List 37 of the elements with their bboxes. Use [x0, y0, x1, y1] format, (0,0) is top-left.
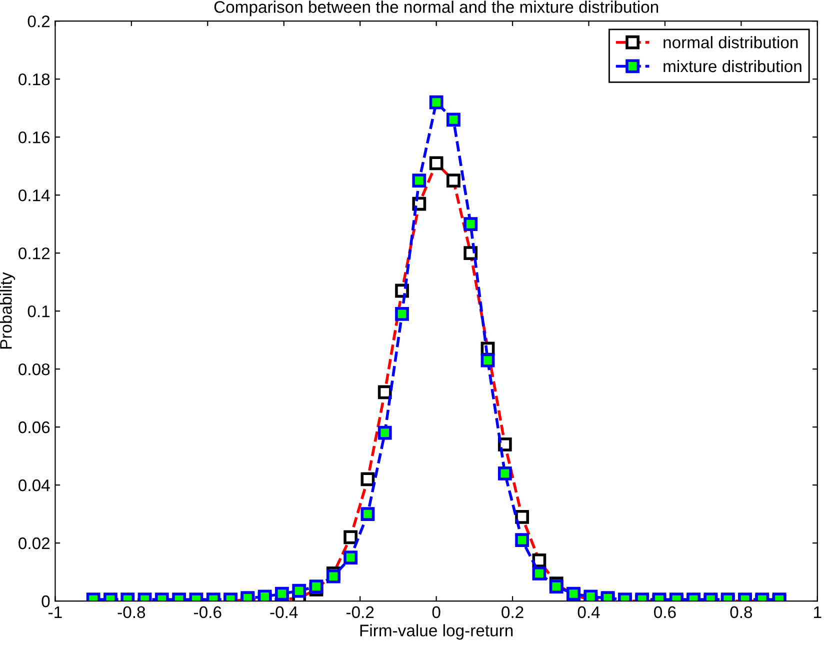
point [480, 353, 495, 368]
x-tick-label: 1 [814, 606, 822, 618]
x-tick-label: -0.4 [270, 606, 298, 618]
point [446, 112, 460, 127]
y-tick-label: 0 [42, 595, 50, 608]
x-tick-label: -1 [48, 606, 62, 618]
chart-title: Comparison between the normal and the mixture distribution [214, 0, 658, 16]
legend-label: normal distribution [664, 36, 798, 48]
x-tick-label: 0.2 [502, 606, 524, 618]
y-tick-label: 0.18 [18, 73, 50, 86]
x-tick-label: -0.8 [118, 606, 146, 618]
y-tick-label: 0.06 [18, 421, 50, 434]
x-tick-label: -0.2 [346, 606, 374, 618]
x-axis-title: Firm-value log-return [360, 624, 513, 640]
y-axis-title: Probability [0, 272, 16, 349]
y-tick-label: 0.2 [28, 15, 50, 28]
y-tick-label: 0.12 [18, 247, 50, 260]
point [584, 590, 598, 602]
x-tick-label: 0.8 [730, 606, 752, 618]
point [395, 307, 409, 321]
y-tick-label: 0.02 [18, 537, 50, 550]
y-tick-label: 0.04 [18, 479, 50, 492]
x-tick-label: 0.4 [578, 606, 600, 618]
y-tick-label: 0.16 [18, 131, 50, 144]
point [258, 590, 272, 602]
x-tick-label: 0.6 [654, 606, 676, 618]
y-tick-label: 0.1 [28, 305, 50, 318]
x-tick-label: 0 [432, 606, 440, 618]
point [378, 426, 392, 440]
point [412, 174, 426, 188]
y-tick-label: 0.08 [18, 363, 50, 376]
x-tick-label: -0.6 [194, 606, 222, 618]
legend-label: mixture distribution [664, 60, 802, 72]
point [498, 466, 512, 480]
point [464, 217, 478, 232]
point [429, 95, 444, 110]
y-tick-label: 0.14 [18, 189, 50, 202]
